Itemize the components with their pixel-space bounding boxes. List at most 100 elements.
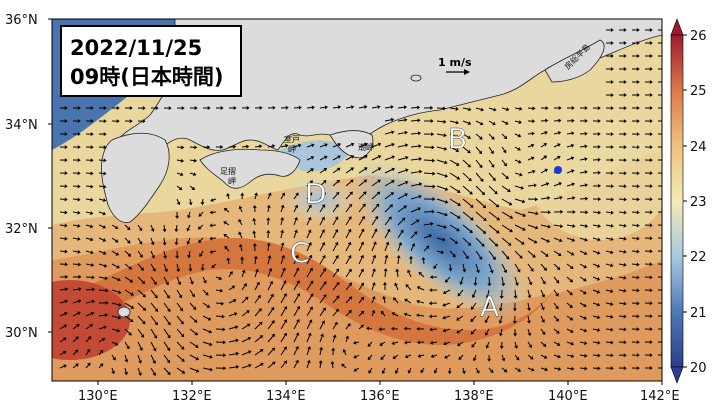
current-arrow-head [378,327,382,332]
current-arrow [486,302,490,309]
current-arrow [137,224,141,229]
current-arrow-head [636,145,640,150]
current-arrow-head [649,314,653,319]
current-arrow-head [432,171,436,176]
current-arrow [631,237,637,240]
current-arrow [212,250,217,253]
current-arrow [358,312,363,317]
current-arrow-head [64,287,69,292]
current-arrow [189,198,192,203]
current-arrow [189,289,194,296]
current-arrow [488,172,495,180]
current-arrow-head [336,281,340,286]
current-arrow-head [240,192,245,196]
current-arrow-head [583,290,587,295]
current-arrow [410,132,419,135]
current-arrow-head [425,245,430,250]
current-arrow [293,145,299,148]
current-arrow [98,289,106,292]
current-arrow [384,257,387,265]
current-arrow-head [610,184,614,189]
current-arrow-head [207,106,211,111]
current-arrow [381,341,386,345]
current-arrow-head [310,155,315,160]
current-arrow [111,250,117,255]
current-arrow [254,195,257,200]
current-arrow [280,244,284,252]
current-arrow [371,180,379,187]
current-arrow-head [130,292,134,296]
current-arrow [501,185,509,191]
current-arrow-head [194,106,198,111]
current-arrow [407,285,412,291]
current-arrow-head [77,158,81,163]
current-arrow-head [623,275,627,280]
current-arrow-head [271,361,276,365]
current-arrow-head [231,285,236,289]
current-arrow [410,171,420,174]
current-arrow-head [334,321,338,326]
current-arrow [111,341,117,345]
current-arrow-head [456,317,460,321]
current-arrow-head [502,149,507,154]
current-arrow [371,312,374,317]
current-arrow [202,341,210,345]
current-arrow-head [663,275,666,279]
current-arrow-head [649,210,653,215]
current-arrow-head [336,179,340,184]
current-arrow [566,224,573,227]
current-arrow-head [324,105,328,110]
current-arrow [579,328,585,331]
current-arrow-head [649,288,653,293]
current-arrow-head [492,121,496,126]
current-arrow [579,354,585,357]
current-arrow-head [636,210,640,215]
current-arrow-head [127,253,132,257]
current-arrow-head [583,328,588,333]
current-arrow [111,237,117,242]
current-arrow-head [321,204,326,208]
current-arrow [319,169,325,174]
current-arrow [176,328,183,336]
current-arrow [59,338,65,343]
current-arrow [241,365,249,369]
current-arrow-head [636,249,640,254]
current-arrow-head [413,231,418,235]
current-arrow-head [431,132,435,137]
current-arrow [472,328,477,333]
current-arrow [137,250,142,256]
current-arrow-head [636,327,640,332]
current-arrow-head [636,67,640,72]
current-arrow [605,315,611,318]
current-arrow-head [444,212,448,217]
current-arrow-head [324,143,328,147]
current-arrow-head [623,223,627,228]
current-arrow [474,276,477,284]
current-arrow [345,156,352,161]
current-arrow-head [366,326,370,331]
current-arrow [488,367,492,372]
current-arrow-head [583,341,588,346]
current-arrow [553,354,559,357]
current-arrow [189,276,193,282]
current-arrow [215,289,221,292]
current-arrow-head [350,167,354,171]
current-arrow [254,297,260,304]
current-arrow [422,259,425,265]
current-arrow-head [223,221,227,225]
current-arrow-head [431,158,436,163]
current-arrow [384,156,393,161]
current-arrow-head [503,162,507,167]
current-arrow-head [649,184,653,189]
current-arrow [189,328,197,334]
current-arrow [306,157,312,161]
current-arrow-head [623,249,627,254]
current-arrow [410,145,419,148]
current-arrow [280,282,286,291]
current-arrow [72,224,78,227]
current-arrow-head [219,288,224,293]
current-arrow-head [482,204,487,209]
current-arrow [345,298,351,304]
current-arrow [553,250,560,255]
current-arrow-head [103,119,107,124]
